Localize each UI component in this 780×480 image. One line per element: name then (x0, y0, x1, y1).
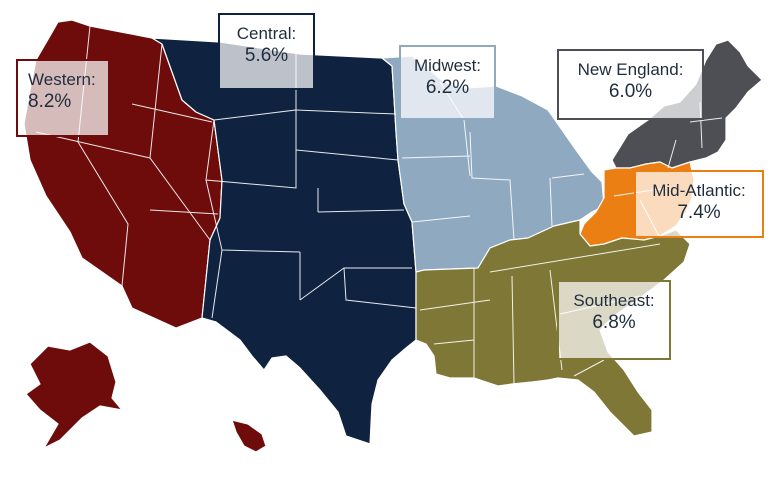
border-line (469, 131, 515, 241)
region-name: Central: (236, 24, 297, 43)
callout-western: Western: 8.2% (16, 59, 110, 137)
border-line (131, 103, 213, 123)
callout-new-england: New England: 6.0% (557, 49, 704, 120)
border-line (205, 109, 297, 189)
border-line (149, 209, 219, 215)
callout-southeast: Southeast: 6.8% (557, 280, 671, 360)
callout-midwest: Midwest: 6.2% (399, 45, 496, 120)
region-value: 8.2% (28, 91, 72, 112)
region-value: 6.8% (592, 312, 636, 333)
callout-central: Central: 5.6% (218, 13, 315, 90)
border-line (411, 215, 471, 223)
border-line (211, 249, 223, 319)
region-value: 6.2% (425, 77, 470, 98)
region-name: Western: (28, 70, 96, 89)
border-line (401, 155, 471, 159)
border-line (551, 173, 585, 179)
region-name: Mid-Atlantic: (652, 181, 746, 200)
border-line (489, 243, 661, 273)
border-line (433, 339, 475, 345)
border-line (511, 275, 515, 385)
callout-mid-atlantic: Mid-Atlantic: 7.4% (634, 170, 764, 238)
border-line (667, 139, 677, 169)
border-line (295, 149, 399, 161)
border-line (573, 359, 605, 377)
border-line (689, 117, 723, 123)
region-value: 7.4% (677, 202, 721, 223)
border-line (317, 209, 405, 213)
border-line (149, 43, 163, 159)
border-line (419, 299, 491, 311)
region-value: 6.0% (608, 81, 653, 102)
border-line (295, 109, 397, 115)
region-name: New England: (577, 60, 684, 79)
region-value: 5.6% (244, 45, 289, 66)
region-name: Southeast: (573, 291, 655, 310)
region-name: Midwest: (413, 56, 482, 75)
border-line (549, 177, 553, 227)
border-line (343, 267, 417, 309)
state-shape (25, 341, 123, 449)
state-shape (231, 419, 267, 453)
